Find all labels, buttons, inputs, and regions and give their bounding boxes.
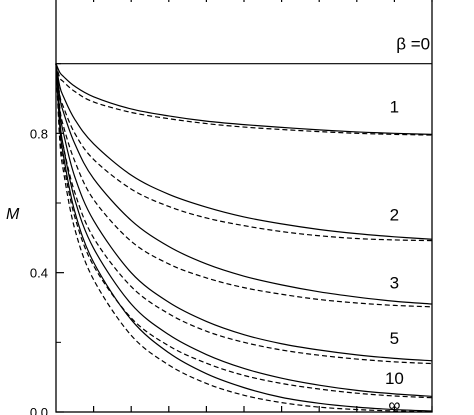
curve-dashed-12 <box>55 63 433 413</box>
curve-dashed-6 <box>55 63 433 308</box>
plot-frame <box>55 0 433 413</box>
curve-dashed-2 <box>55 63 433 136</box>
curve-label-5: 10 <box>385 369 404 388</box>
curve-solid-3 <box>55 63 433 240</box>
labels: M β =0 1 2 3 5 10 ∞ <box>6 35 430 415</box>
y-tick-label: 0.8 <box>30 126 48 141</box>
curve-label-0: β =0 <box>396 35 430 54</box>
curve-solid-5 <box>55 63 433 305</box>
y-tick-label: 0.0 <box>30 405 48 415</box>
curve-solid-1 <box>55 63 433 135</box>
axes <box>55 0 433 413</box>
curve-label-6: ∞ <box>388 395 400 414</box>
curve-dashed-4 <box>55 63 433 242</box>
curve-solid-9 <box>55 63 433 397</box>
plot-area <box>55 63 433 413</box>
curve-dashed-10 <box>55 63 433 399</box>
curve-solid-7 <box>55 63 433 362</box>
curve-label-1: 1 <box>390 97 399 116</box>
y-tick-label: 1.2 <box>30 0 48 2</box>
curve-dashed-8 <box>55 63 433 365</box>
ticks: 0.0 0.4 0.8 1.2 <box>30 0 433 415</box>
y-axis-label: M <box>6 206 20 223</box>
curve-label-4: 5 <box>390 329 399 348</box>
curve-solid-11 <box>55 63 433 412</box>
y-tick-label: 0.4 <box>30 266 48 281</box>
curve-label-2: 2 <box>390 205 399 224</box>
curve-label-3: 3 <box>390 273 399 292</box>
